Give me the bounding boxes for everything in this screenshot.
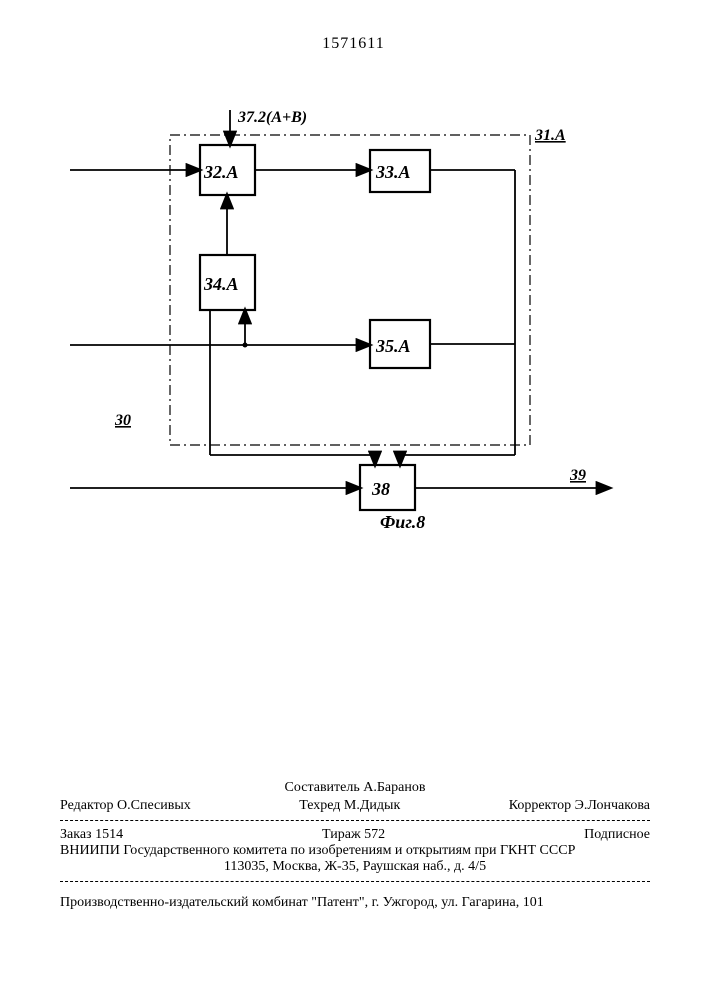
techred-name: М.Дидык bbox=[344, 798, 400, 813]
label-30: 30 bbox=[114, 412, 131, 429]
node-32a-label: 32.А bbox=[203, 162, 239, 182]
credits-block: Составитель А.Баранов Редактор О.Спесивы… bbox=[60, 780, 650, 888]
compiler-name: А.Баранов bbox=[363, 780, 425, 795]
publisher-line: Производственно-издательский комбинат "П… bbox=[60, 895, 650, 911]
order-no: 1514 bbox=[95, 827, 123, 842]
label-39: 39 bbox=[569, 467, 586, 484]
techred-label: Техред bbox=[299, 798, 340, 813]
org-address: 113035, Москва, Ж-35, Раушская наб., д. … bbox=[60, 859, 650, 875]
document-number: 1571611 bbox=[0, 35, 707, 53]
corrector-name: Э.Лончакова bbox=[575, 798, 650, 813]
divider-1 bbox=[60, 820, 650, 821]
block-diagram: 32.А 33.А 34.А 35.А 38 37.2(А+В) 31.А bbox=[70, 100, 630, 520]
editor-label: Редактор bbox=[60, 798, 114, 813]
editor-name: О.Спесивых bbox=[117, 798, 191, 813]
compiler-label: Составитель bbox=[285, 780, 360, 795]
figure-caption: Фиг.8 bbox=[380, 512, 425, 530]
divider-2 bbox=[60, 881, 650, 882]
order-label: Заказ bbox=[60, 827, 92, 842]
tirazh-no: 572 bbox=[364, 827, 385, 842]
junction-dot bbox=[243, 343, 248, 348]
node-35a-label: 35.А bbox=[375, 336, 411, 356]
org-line: ВНИИПИ Государственного комитета по изоб… bbox=[60, 843, 650, 859]
node-34a-label: 34.А bbox=[203, 274, 239, 294]
corrector-label: Корректор bbox=[509, 798, 571, 813]
tirazh-label: Тираж bbox=[322, 827, 361, 842]
node-38-label: 38 bbox=[371, 479, 390, 499]
subscription: Подписное bbox=[584, 827, 650, 843]
node-33a-label: 33.А bbox=[375, 162, 411, 182]
label-37-2: 37.2(А+В) bbox=[237, 109, 307, 126]
label-31a: 31.А bbox=[534, 127, 566, 144]
